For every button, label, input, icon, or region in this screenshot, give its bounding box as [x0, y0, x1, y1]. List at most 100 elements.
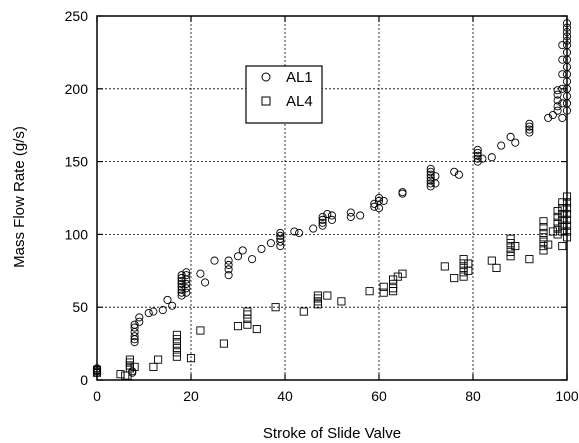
data-point-al1	[182, 275, 191, 284]
data-point-al4	[172, 352, 181, 361]
data-point-al4	[544, 240, 553, 249]
data-point-al1	[318, 218, 327, 227]
data-point-al4	[365, 287, 374, 296]
data-point-al1	[562, 19, 572, 28]
data-point-al1	[177, 276, 186, 286]
data-point-al4	[487, 256, 496, 265]
data-point-al4	[313, 291, 322, 300]
data-point-al1	[525, 125, 534, 134]
data-point-al4	[323, 291, 332, 300]
data-point-al4	[553, 230, 562, 239]
data-point-al4	[558, 215, 567, 224]
data-point-al4	[130, 362, 139, 371]
data-point-al1	[525, 128, 534, 137]
data-point-al1	[318, 212, 327, 221]
data-point-al4	[553, 224, 562, 233]
data-point-al1	[224, 256, 233, 265]
x-axis-title: Stroke of Slide Valve	[263, 425, 401, 442]
data-point-al1	[426, 173, 435, 182]
data-point-al1	[562, 32, 572, 41]
data-point-al1	[426, 179, 435, 188]
data-point-al4	[172, 330, 181, 339]
data-point-al1	[356, 211, 365, 220]
data-point-al1	[163, 295, 172, 304]
data-point-al4	[492, 263, 501, 272]
axis-ticks: 0 20 40 60 80 100 0 50 100 150 200 250	[65, 8, 579, 404]
data-point-al1	[558, 99, 567, 108]
x-tick-label: 80	[465, 388, 481, 404]
data-point-al1	[182, 271, 191, 280]
data-point-al1	[210, 256, 219, 265]
data-point-al1	[431, 172, 440, 181]
data-point-al4	[252, 324, 261, 334]
data-point-al1	[450, 167, 459, 176]
data-point-al4	[548, 227, 557, 236]
data-point-al4	[233, 322, 243, 331]
data-point-al4	[558, 227, 567, 236]
data-point-al1	[548, 110, 557, 120]
data-point-al4	[398, 269, 407, 278]
data-point-al1	[525, 122, 534, 131]
data-point-al4	[562, 233, 572, 242]
data-point-al4	[393, 272, 402, 281]
data-point-al1	[426, 167, 435, 176]
data-point-al1	[374, 196, 384, 205]
data-point-al1	[182, 284, 191, 293]
data-point-al1	[224, 271, 233, 280]
data-point-al1	[168, 301, 177, 310]
data-point-al1	[558, 41, 567, 50]
data-point-al4	[149, 362, 158, 371]
data-point-al4	[379, 288, 388, 297]
data-point-al1	[182, 279, 191, 288]
x-tick-label: 0	[93, 388, 101, 404]
data-point-al1	[177, 271, 186, 280]
data-point-al4	[389, 287, 398, 296]
data-point-al1	[370, 202, 379, 211]
data-point-al4	[125, 355, 134, 364]
data-point-al1	[487, 153, 496, 162]
data-point-al4	[186, 354, 196, 363]
data-point-al4	[562, 204, 572, 213]
y-tick-label: 0	[80, 372, 88, 388]
data-point-al1	[374, 193, 384, 203]
data-point-al1	[276, 231, 285, 240]
data-point-al1	[238, 246, 247, 255]
x-tick-label: 20	[183, 388, 199, 404]
data-point-al1	[426, 182, 435, 191]
data-point-al1	[346, 212, 355, 221]
data-point-al1	[553, 106, 562, 115]
data-point-al4	[506, 234, 515, 243]
data-point-al1	[266, 239, 275, 248]
data-point-al1	[473, 157, 482, 166]
data-point-al4	[539, 246, 548, 255]
data-point-al4	[243, 307, 252, 316]
data-point-al4	[243, 320, 252, 329]
data-point-al4	[553, 207, 562, 216]
data-point-al1	[562, 27, 572, 37]
data-point-al1	[426, 164, 435, 173]
x-tick-label: 60	[371, 388, 387, 404]
data-point-al1	[511, 138, 520, 147]
data-point-al4	[558, 221, 567, 230]
data-point-al1	[544, 113, 553, 122]
data-point-al1	[426, 170, 435, 179]
data-point-al4	[539, 237, 548, 246]
data-point-al4	[525, 255, 534, 264]
data-points	[92, 19, 572, 380]
data-point-al1	[323, 209, 332, 219]
x-tick-label: 40	[277, 388, 293, 404]
data-point-al4	[271, 303, 280, 312]
y-tick-label: 50	[72, 299, 88, 315]
data-point-al1	[473, 148, 482, 157]
y-tick-label: 150	[65, 154, 89, 170]
data-point-al1	[290, 227, 299, 236]
legend: AL1 AL4	[245, 65, 323, 124]
data-point-al1	[370, 199, 379, 208]
data-point-al1	[426, 176, 435, 185]
data-point-al1	[309, 224, 318, 233]
data-point-al4	[553, 212, 562, 221]
y-tick-label: 250	[65, 8, 89, 24]
x-tick-label: 100	[555, 388, 579, 404]
data-point-al4	[459, 272, 468, 281]
